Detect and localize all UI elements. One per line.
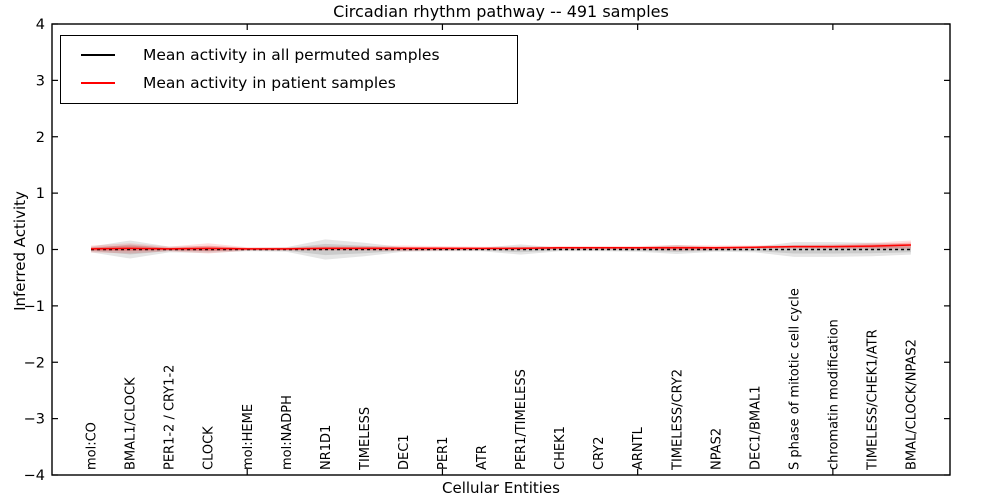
x-category-label: TIMELESS/CRY2 (670, 369, 685, 471)
y-tick-label: 2 (36, 130, 45, 146)
legend-label-permuted: Mean activity in all permuted samples (143, 46, 440, 64)
legend-entry-permuted: Mean activity in all permuted samples (71, 41, 507, 69)
x-category-label: PER1 (436, 437, 451, 470)
x-axis-label: Cellular Entities (442, 479, 560, 497)
x-category-label: mol:HEME (241, 404, 256, 470)
x-category-label: BMAL1/CLOCK (124, 377, 139, 470)
y-tick-label: −1 (24, 299, 45, 315)
x-category-label: ATR (475, 445, 490, 470)
x-category-label: CLOCK (202, 426, 217, 470)
patient-mean-line (91, 244, 911, 250)
x-category-label: CHEK1 (553, 426, 568, 470)
patient-line-swatch (81, 82, 115, 84)
x-category-label: mol:CO (85, 422, 100, 470)
x-category-label: TIMELESS/CHEK1/ATR (865, 329, 880, 471)
x-category-label: NR1D1 (319, 425, 334, 470)
x-category-label: TIMELESS (358, 407, 373, 471)
x-category-label: chromatin modification (826, 319, 841, 470)
x-category-label: PER1-2 / CRY1-2 (163, 365, 178, 470)
y-tick-label: −2 (24, 355, 45, 371)
x-category-label: S phase of mitotic cell cycle (787, 288, 802, 470)
chart-title: Circadian rhythm pathway -- 491 samples (333, 2, 669, 21)
permuted-line-swatch (81, 54, 115, 56)
axes-frame (51, 23, 951, 476)
x-category-label: DEC1 (397, 434, 412, 470)
y-tick-label: −4 (24, 468, 45, 484)
y-axis-label: Inferred Activity (11, 191, 29, 311)
x-category-label: CRY2 (592, 437, 607, 471)
x-category-label: mol:NADPH (280, 395, 295, 470)
x-category-label: BMAL/CLOCK/NPAS2 (905, 339, 920, 470)
legend: Mean activity in all permuted samples Me… (60, 35, 518, 104)
legend-entry-patient: Mean activity in patient samples (71, 69, 507, 97)
y-tick-label: −3 (24, 412, 45, 428)
legend-label-patient: Mean activity in patient samples (143, 74, 396, 92)
y-tick-label: 3 (36, 73, 45, 89)
x-category-label: DEC1/BMAL1 (748, 386, 763, 471)
y-tick-label: 4 (36, 17, 45, 33)
y-tick-label: 0 (36, 243, 45, 259)
x-category-label: NPAS2 (709, 428, 724, 470)
x-category-label: ARNTL (631, 426, 646, 470)
x-category-label: PER1/TIMELESS (514, 369, 529, 470)
y-tick-label: 1 (36, 186, 45, 202)
